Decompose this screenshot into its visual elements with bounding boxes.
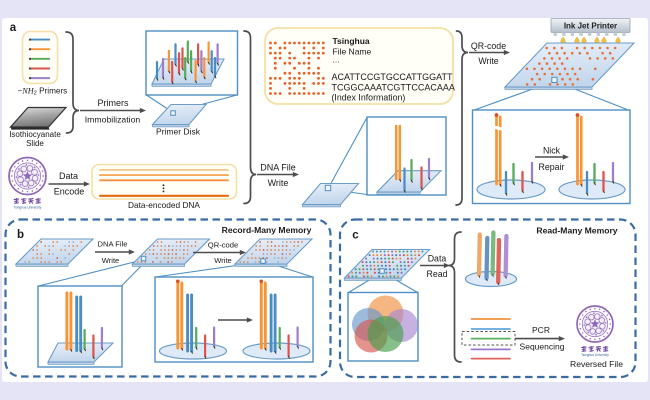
svg-text:Record-Many Memory: Record-Many Memory — [222, 225, 312, 235]
svg-text:Slide: Slide — [26, 139, 44, 148]
svg-text:QR-code: QR-code — [208, 241, 238, 250]
svg-text:Tsinghua University: Tsinghua University — [581, 353, 609, 357]
svg-text:Tsinghua University: Tsinghua University — [14, 206, 42, 210]
svg-text:c: c — [352, 230, 359, 242]
svg-text:...: ... — [333, 55, 340, 65]
svg-text:Data: Data — [59, 171, 78, 181]
svg-text:Write: Write — [214, 256, 232, 265]
svg-text:Sequencing: Sequencing — [520, 342, 565, 352]
svg-text:(Index Information): (Index Information) — [332, 93, 406, 103]
svg-text:PCR: PCR — [532, 325, 550, 335]
svg-text:Write: Write — [268, 178, 289, 188]
svg-text:ACATTCCGTGCCATTGGATT: ACATTCCGTGCCATTGGATT — [332, 72, 453, 82]
svg-text:Immobilization: Immobilization — [85, 115, 141, 125]
svg-text:Primers: Primers — [98, 98, 129, 108]
svg-text:Data: Data — [428, 254, 447, 264]
svg-text:Data-encoded DNA: Data-encoded DNA — [128, 200, 200, 210]
svg-text:File Name: File Name — [333, 47, 372, 57]
svg-text:Read-Many Memory: Read-Many Memory — [536, 226, 617, 236]
svg-text:QR-code: QR-code — [471, 41, 506, 51]
svg-text:Repair: Repair — [539, 162, 565, 172]
svg-text:Primer Disk: Primer Disk — [156, 127, 201, 137]
svg-text:−NH2 Primers: −NH2 Primers — [18, 87, 68, 97]
svg-text:Nick: Nick — [543, 146, 561, 156]
svg-text:b: b — [17, 229, 24, 241]
svg-text:Write: Write — [478, 56, 498, 66]
svg-text:Encode: Encode — [54, 187, 85, 197]
svg-text:Read: Read — [426, 269, 447, 279]
svg-text:a: a — [10, 22, 17, 34]
svg-text:DNA File: DNA File — [260, 163, 296, 173]
svg-text:TCGGCAAATCGTTCCACAAA: TCGGCAAATCGTTCCACAAA — [332, 83, 455, 93]
svg-text:Isothiocyanate: Isothiocyanate — [9, 130, 61, 139]
svg-text:Tsinghua: Tsinghua — [333, 36, 370, 46]
svg-text:Write: Write — [102, 256, 120, 265]
svg-text:Reversed File: Reversed File — [570, 359, 623, 369]
svg-text:Ink Jet Printer: Ink Jet Printer — [564, 22, 617, 31]
svg-text:DNA File: DNA File — [98, 240, 128, 249]
